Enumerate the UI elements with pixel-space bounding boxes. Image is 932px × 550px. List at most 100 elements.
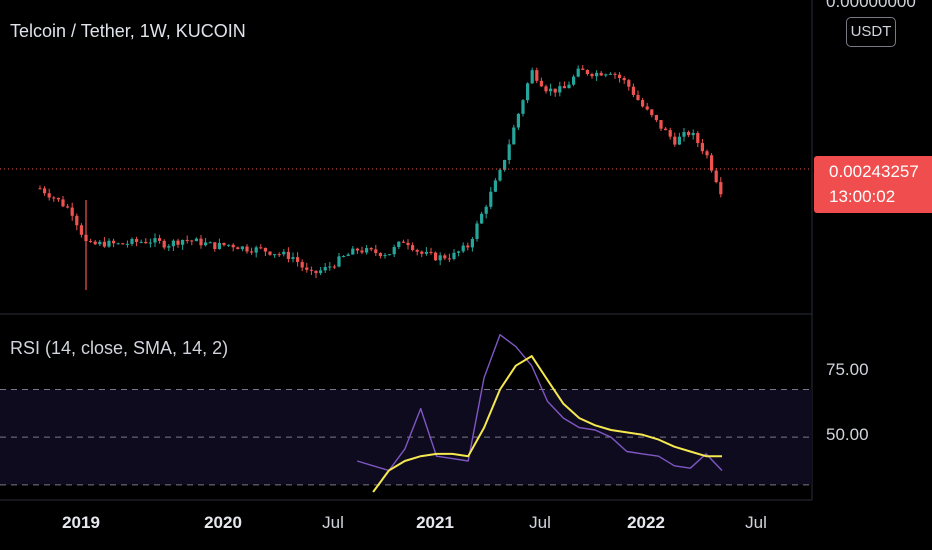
x-tick-jul-2022: Jul: [745, 513, 767, 532]
candle-body: [254, 247, 258, 253]
candle-body: [79, 225, 83, 235]
candle-body: [190, 240, 194, 242]
rsi-indicator-label[interactable]: RSI (14, close, SMA, 14, 2): [10, 338, 229, 358]
candle-body: [139, 241, 143, 243]
candle-body: [631, 86, 635, 95]
candle-body: [687, 132, 691, 136]
bar-countdown: 13:00:02: [829, 187, 896, 206]
candle-body: [167, 246, 171, 248]
candle-body: [397, 241, 401, 247]
candle-body: [590, 74, 594, 77]
top-price-label: 0.00000000: [826, 0, 916, 11]
candle-body: [457, 251, 461, 253]
rsi-sma-line: [372, 355, 722, 493]
rsi-tick-75: 75.00: [826, 360, 869, 379]
candle-body: [383, 255, 387, 257]
candle-body: [360, 250, 364, 253]
candle-body: [185, 239, 189, 241]
candle-body: [236, 247, 240, 250]
x-tick-jul-2021: Jul: [529, 513, 551, 532]
candle-body: [544, 86, 548, 92]
last-price: 0.00243257: [829, 162, 919, 181]
candle-body: [222, 242, 226, 246]
candle-body: [365, 248, 369, 253]
candle-body: [323, 267, 327, 271]
candle-body: [553, 88, 557, 93]
candle-body: [309, 269, 313, 271]
candle-body: [116, 243, 120, 245]
candle-body: [217, 242, 221, 250]
candle-body: [424, 251, 428, 254]
candle-body: [535, 70, 539, 81]
candle-body: [332, 266, 336, 268]
candle-body: [411, 245, 415, 250]
candle-body: [194, 238, 198, 242]
last-price-badge: 0.00243257 13:00:02: [814, 156, 932, 213]
candle-body: [240, 246, 244, 250]
candle-body: [498, 169, 502, 181]
candle-body: [719, 182, 723, 195]
candle-body: [696, 132, 700, 144]
candle-body: [314, 270, 318, 274]
candle-body: [503, 159, 507, 170]
candle-body: [227, 244, 231, 246]
candle-body: [268, 251, 272, 255]
candle-body: [112, 240, 116, 244]
candle-body: [700, 143, 704, 152]
candle-body: [378, 253, 382, 256]
candle-body: [599, 72, 603, 76]
candle-body: [608, 73, 612, 75]
candle-body: [199, 238, 203, 246]
candle-body: [148, 242, 152, 244]
candle-body: [153, 238, 157, 243]
candle-body: [572, 76, 576, 85]
candle-body: [673, 136, 677, 145]
candle-body: [374, 249, 378, 254]
candle-body: [512, 127, 516, 145]
candle-body: [461, 245, 465, 252]
candle-body: [346, 254, 350, 256]
candle-body: [43, 188, 47, 194]
candle-body: [144, 241, 148, 244]
x-tick-2019: 2019: [62, 513, 100, 532]
candle-body: [521, 100, 525, 114]
candle-body: [682, 132, 686, 137]
candle-body: [618, 74, 622, 79]
currency-button[interactable]: USDT: [846, 17, 896, 47]
candle-body: [420, 251, 424, 254]
candle-body: [645, 106, 649, 110]
candle-body: [392, 246, 396, 255]
candle-body: [470, 238, 474, 248]
candle-body: [530, 70, 534, 84]
candle-body: [342, 255, 346, 257]
candle-body: [507, 144, 511, 160]
candle-body: [98, 241, 102, 245]
candle-body: [93, 241, 97, 245]
candle-body: [355, 248, 359, 251]
candle-body: [273, 254, 277, 256]
candle-body: [710, 155, 714, 171]
candle-body: [61, 199, 65, 207]
candle-body: [595, 72, 599, 77]
candle-body: [567, 84, 571, 89]
candle-body: [447, 258, 451, 260]
candle-body: [263, 247, 267, 252]
candle-body: [539, 80, 543, 87]
candle-body: [47, 193, 51, 198]
candle-body: [438, 255, 442, 261]
candle-body: [130, 239, 134, 244]
candle-body: [516, 113, 520, 128]
candle-body: [585, 69, 589, 75]
candle-body: [52, 197, 56, 199]
candle-body: [277, 254, 281, 256]
candle-body: [250, 251, 254, 253]
candle-body: [70, 207, 74, 216]
candle-body: [576, 68, 580, 77]
candle-body: [328, 266, 332, 268]
candle-body: [102, 241, 106, 247]
candle-body: [452, 252, 456, 259]
candle-body: [558, 86, 562, 93]
candle-body: [259, 247, 263, 249]
candle-body: [466, 245, 470, 248]
